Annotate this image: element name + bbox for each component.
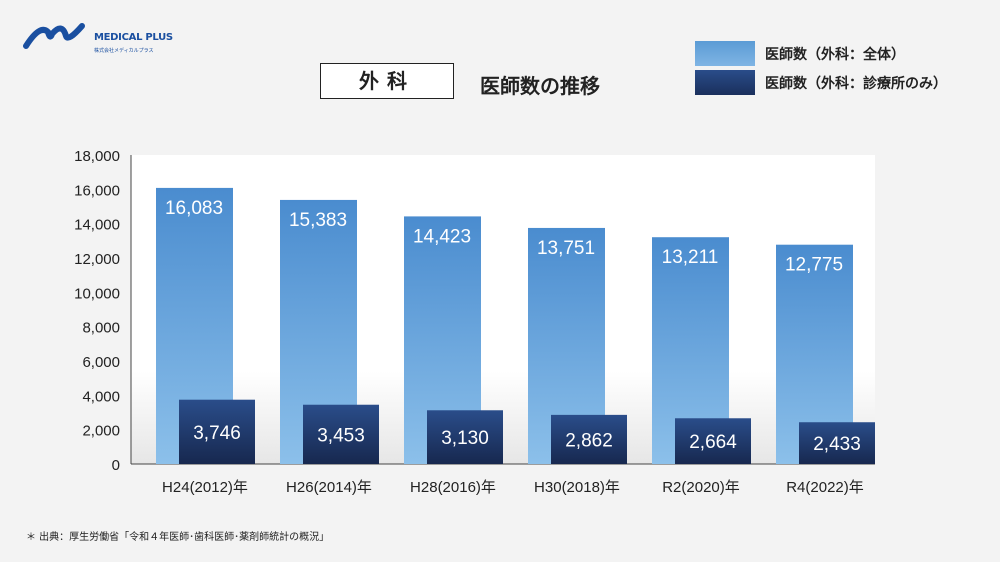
x-tick-label: H30(2018)年 xyxy=(534,479,620,496)
y-tick-label: 16,000 xyxy=(74,182,120,199)
y-tick-label: 12,000 xyxy=(74,251,120,268)
legend-swatch xyxy=(695,41,755,66)
logo: MEDICAL PLUS 株式会社メディカルプラス xyxy=(22,22,182,56)
data-label-all: 13,211 xyxy=(662,247,719,268)
logo-sub: 株式会社メディカルプラス xyxy=(94,48,154,54)
x-tick-label: H24(2012)年 xyxy=(162,479,248,496)
x-tick-label: R2(2020)年 xyxy=(662,479,740,496)
data-label-clinic: 3,453 xyxy=(317,425,365,446)
bar-clinic xyxy=(799,422,875,464)
bar-clinic xyxy=(179,399,255,464)
data-label-all: 14,423 xyxy=(413,226,471,247)
data-label-all: 13,751 xyxy=(537,238,595,259)
chart-subtitle: 医師数の推移 xyxy=(480,74,600,98)
source-note: ＊ 出典：厚生労働省「令和４年医師･歯科医師･薬剤師統計の概況」 xyxy=(26,532,330,543)
legend-label: 医師数（外科：全体） xyxy=(765,46,905,63)
legend-swatch xyxy=(695,70,755,95)
y-tick-label: 0 xyxy=(112,457,120,474)
y-tick-label: 2,000 xyxy=(82,423,120,440)
y-tick-label: 14,000 xyxy=(74,217,120,234)
bar-clinic xyxy=(303,404,379,464)
bar-clinic xyxy=(675,418,751,464)
logo-mark-icon xyxy=(23,23,85,49)
y-tick-label: 18,000 xyxy=(74,148,120,165)
data-label-all: 15,383 xyxy=(289,210,347,231)
data-label-all: 12,775 xyxy=(785,255,843,276)
x-tick-label: H28(2016)年 xyxy=(410,479,496,496)
data-label-clinic: 3,746 xyxy=(193,423,241,444)
data-label-clinic: 3,130 xyxy=(441,428,489,449)
data-label-clinic: 2,433 xyxy=(813,434,861,455)
y-tick-label: 10,000 xyxy=(74,285,120,302)
y-tick-label: 4,000 xyxy=(82,388,120,405)
data-label-all: 16,083 xyxy=(165,198,223,219)
bar-clinic xyxy=(551,414,627,464)
legend-item-all: 医師数（外科：全体） xyxy=(695,40,947,67)
data-label-clinic: 2,664 xyxy=(689,432,737,453)
logo-name: MEDICAL PLUS xyxy=(94,32,173,43)
x-tick-label: H26(2014)年 xyxy=(286,479,372,496)
x-tick-label: R4(2022)年 xyxy=(786,479,864,496)
data-label-clinic: 2,862 xyxy=(565,430,613,451)
legend-label: 医師数（外科：診療所のみ） xyxy=(765,75,947,92)
title-box: 外科 xyxy=(320,63,454,99)
y-tick-label: 6,000 xyxy=(82,354,120,371)
y-tick-label: 8,000 xyxy=(82,320,120,337)
legend: 医師数（外科：全体） 医師数（外科：診療所のみ） xyxy=(695,40,947,98)
bar-clinic xyxy=(427,410,503,464)
legend-item-clinic: 医師数（外科：診療所のみ） xyxy=(695,69,947,96)
